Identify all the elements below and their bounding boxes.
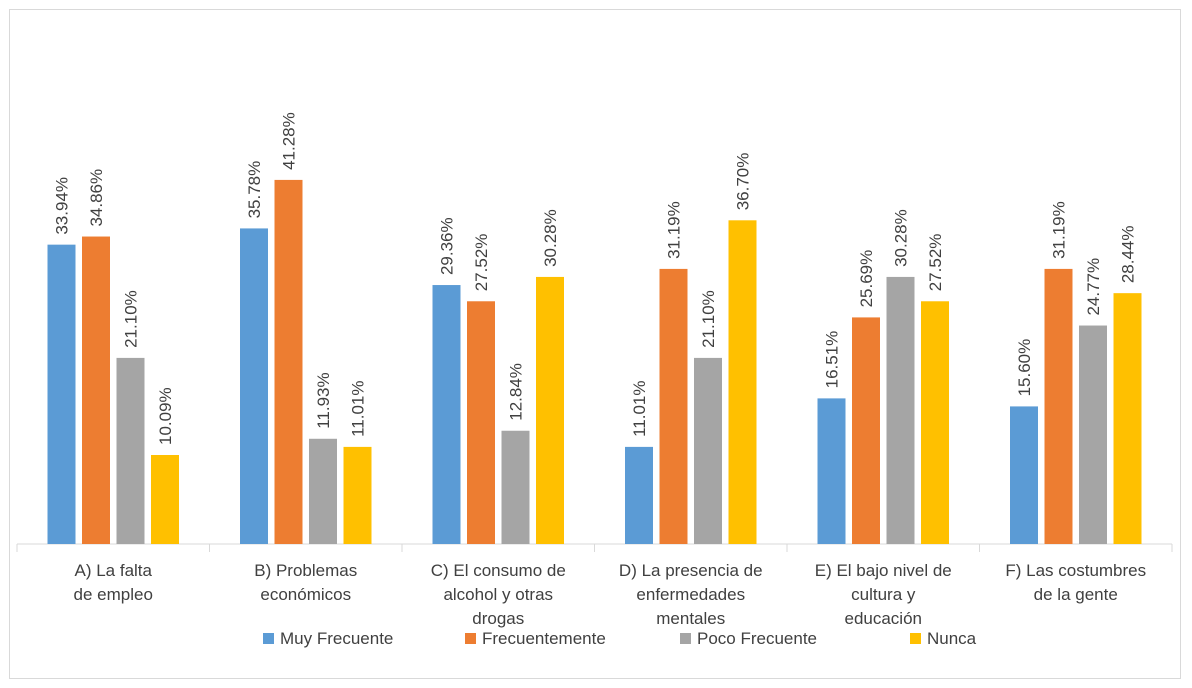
- bar: [432, 285, 461, 544]
- category-label: F) Las costumbres de la gente: [1005, 561, 1146, 604]
- data-label: 11.93%: [314, 372, 333, 428]
- bar: [1079, 325, 1107, 544]
- bar: [1044, 268, 1073, 544]
- legend-item-label: Frecuentemente: [482, 629, 606, 648]
- bar: [694, 357, 722, 544]
- legend-item-label: Muy Frecuente: [280, 629, 393, 648]
- data-label: 24.77%: [1084, 258, 1103, 316]
- legend-swatch: [465, 633, 476, 644]
- data-label: 36.70%: [734, 153, 753, 211]
- category-label: E) El bajo nivel de cultura y educación: [815, 561, 952, 628]
- data-label: 21.10%: [699, 290, 718, 348]
- data-label: 28.44%: [1119, 225, 1138, 283]
- data-label: 33.94%: [53, 177, 72, 235]
- legend-item-label: Nunca: [927, 629, 977, 648]
- data-label: 30.28%: [541, 209, 560, 267]
- data-label: 11.01%: [349, 380, 368, 436]
- axis-layer: [16, 543, 1173, 552]
- bar: [625, 446, 653, 544]
- data-label: 25.69%: [857, 250, 876, 308]
- bar: [274, 179, 303, 544]
- bar: [659, 268, 688, 544]
- legend: Muy Frecuente Frecuentemente Poco Frecuent…: [263, 629, 977, 648]
- legend-swatch: [910, 633, 921, 644]
- bar: [309, 438, 337, 544]
- legend-swatch: [263, 633, 274, 644]
- bar: [151, 455, 179, 544]
- bar: [501, 430, 530, 544]
- bar: [1010, 406, 1038, 544]
- data-label: 21.10%: [122, 290, 141, 348]
- chart-frame: 33.94% 34.86% 21.10% 10.09% 35.78% 41.28% 11.9…: [9, 9, 1181, 679]
- data-label: 11.01%: [630, 380, 649, 436]
- category-label: D) La presencia de enfermedades mentales: [619, 561, 763, 628]
- bar: [82, 236, 110, 545]
- data-label: 30.28%: [892, 209, 911, 267]
- category-label: B) Problemas económicos: [254, 561, 357, 604]
- data-label: 35.78%: [245, 161, 264, 219]
- bar: [536, 276, 564, 544]
- legend-item-label: Poco Frecuente: [697, 629, 817, 648]
- data-label: 31.19%: [1050, 201, 1069, 259]
- category-label: C) El consumo de alcohol y otras drogas: [431, 561, 566, 628]
- data-label: 34.86%: [87, 169, 106, 227]
- bar: [852, 317, 880, 544]
- bar: [1113, 293, 1142, 544]
- bar: [467, 301, 495, 544]
- bar: [728, 220, 757, 544]
- data-label: 31.19%: [665, 201, 684, 259]
- data-label: 12.84%: [507, 363, 526, 421]
- bar: [240, 228, 268, 544]
- value-labels-layer: 33.94% 34.86% 21.10% 10.09% 35.78% 41.28% 11.9…: [53, 112, 1138, 445]
- bar: [921, 301, 949, 544]
- data-label: 10.09%: [156, 387, 175, 445]
- bar: [116, 357, 145, 544]
- data-label: 27.52%: [926, 234, 945, 292]
- data-label: 27.52%: [472, 234, 491, 292]
- bar: [47, 244, 76, 544]
- bars-layer: [47, 179, 1142, 545]
- data-label: 29.36%: [438, 217, 457, 275]
- bar: [343, 446, 372, 544]
- data-label: 41.28%: [280, 112, 299, 170]
- legend-swatch: [680, 633, 691, 644]
- data-label: 15.60%: [1015, 339, 1034, 397]
- data-label: 16.51%: [823, 331, 842, 389]
- category-labels-layer: A) La falta de empleo B) Problemas económic…: [74, 561, 1147, 628]
- category-label: A) La falta de empleo: [74, 561, 153, 604]
- bar: [817, 398, 846, 544]
- chart-canvas: 33.94% 34.86% 21.10% 10.09% 35.78% 41.28% 11.9…: [16, 112, 1173, 648]
- bar: [886, 276, 915, 544]
